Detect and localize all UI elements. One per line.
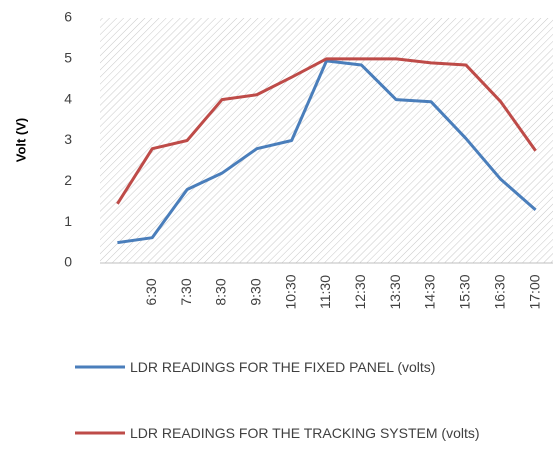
x-tick-label: 8:30 [213, 278, 229, 305]
x-tick-label: 14:30 [422, 274, 438, 309]
y-tick-label: 3 [64, 131, 72, 147]
series-line [116, 57, 537, 205]
x-tick-label: 17:00 [526, 274, 542, 309]
x-tick-label: 10:30 [282, 274, 298, 309]
legend-label: LDR READINGS FOR THE TRACKING SYSTEM (vo… [130, 425, 480, 441]
x-tick-label: 6:30 [143, 278, 159, 305]
x-tick-label: 16:30 [491, 274, 507, 309]
y-tick-label: 2 [64, 172, 72, 188]
x-tick-label: 13:30 [387, 274, 403, 309]
series-line [117, 59, 537, 245]
x-tick-label: 11:30 [317, 275, 333, 309]
y-tick-label: 0 [64, 254, 72, 270]
x-tick-label: 7:30 [178, 278, 194, 305]
y-axis-label: Volt (V) [13, 118, 28, 163]
y-tick-label: 4 [64, 90, 72, 106]
x-tick-label: 12:30 [352, 274, 368, 309]
legend-label: LDR READINGS FOR THE FIXED PANEL (volts) [130, 359, 436, 375]
x-tick-label: 15:30 [457, 274, 473, 309]
y-tick-label: 1 [64, 213, 72, 229]
y-tick-label: 5 [64, 50, 72, 66]
x-tick-label: 9:30 [248, 278, 264, 305]
plot-background [100, 18, 553, 263]
y-tick-label: 6 [64, 9, 72, 25]
